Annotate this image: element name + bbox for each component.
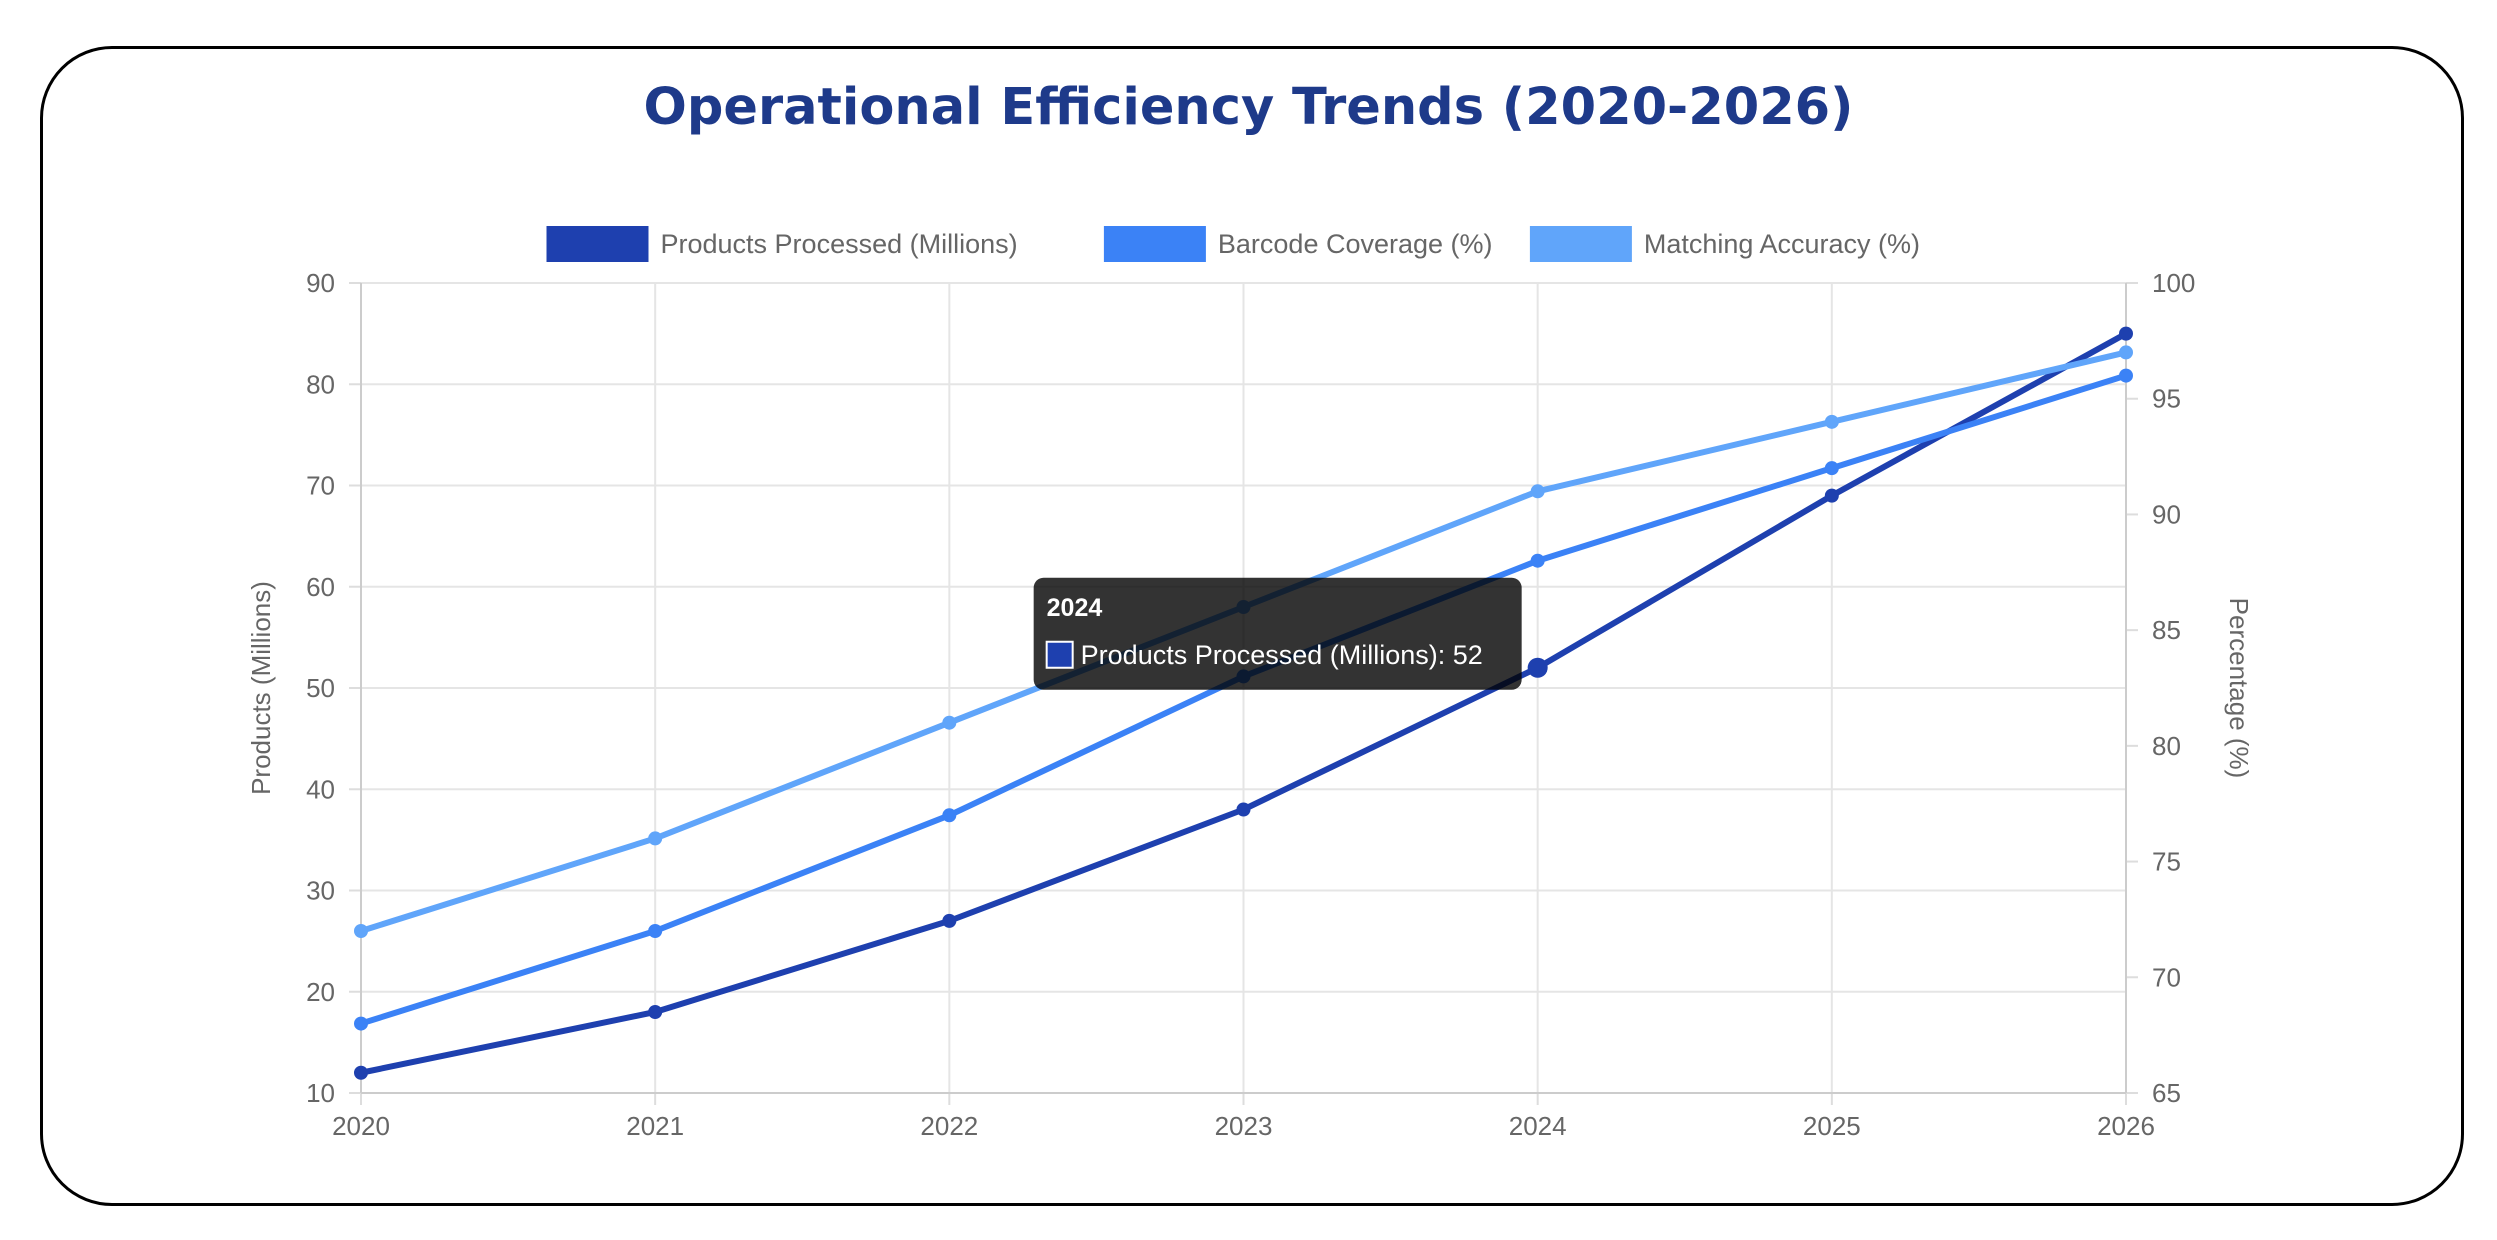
left-tick-label: 30 xyxy=(306,876,335,906)
legend-swatch xyxy=(1529,226,1632,262)
data-point xyxy=(648,831,663,846)
tooltip: 2024 Products Processed (Millions): 52 xyxy=(1033,577,1522,690)
legend-item[interactable]: Matching Accuracy (%) xyxy=(1529,226,1920,262)
legend-label: Products Processed (Millions) xyxy=(661,229,1018,259)
data-point xyxy=(2119,345,2133,360)
left-tick-label: 90 xyxy=(306,268,335,298)
data-point xyxy=(942,913,957,928)
x-tick-label: 2026 xyxy=(2097,1111,2155,1141)
tooltip-title: 2024 xyxy=(1047,594,1103,622)
x-tick-label: 2024 xyxy=(1509,1111,1567,1141)
x-tick-label: 2022 xyxy=(920,1111,978,1141)
tooltip-box xyxy=(1033,577,1522,690)
tooltip-body: Products Processed (Millions): 52 xyxy=(1081,640,1483,670)
left-tick-label: 80 xyxy=(306,369,335,399)
right-tick-label: 80 xyxy=(2152,731,2181,761)
data-point xyxy=(354,924,368,938)
data-point xyxy=(1236,802,1251,817)
data-point xyxy=(2119,326,2133,341)
data-point xyxy=(942,715,957,730)
data-point xyxy=(354,1016,368,1031)
legend-swatch xyxy=(1103,226,1206,262)
data-point xyxy=(942,808,957,823)
legend[interactable]: Products Processed (Millions) Barcode Cov… xyxy=(546,226,1920,262)
left-tick-label: 70 xyxy=(306,471,335,501)
data-point xyxy=(1530,553,1545,568)
tooltip-swatch xyxy=(1045,640,1074,669)
legend-item[interactable]: Barcode Coverage (%) xyxy=(1103,226,1493,262)
data-point xyxy=(1824,488,1839,503)
legend-label: Matching Accuracy (%) xyxy=(1644,229,1920,259)
y-axis-title: Products (Millions) xyxy=(246,581,276,795)
data-point xyxy=(354,1065,368,1080)
right-tick-label: 85 xyxy=(2152,615,2181,645)
legend-label: Barcode Coverage (%) xyxy=(1218,229,1493,259)
left-tick-label: 50 xyxy=(306,673,335,703)
left-tick-label: 20 xyxy=(306,977,335,1007)
data-point xyxy=(2119,368,2133,383)
data-point xyxy=(1530,484,1545,499)
left-tick-label: 40 xyxy=(306,774,335,804)
right-tick-label: 65 xyxy=(2152,1078,2181,1108)
data-point xyxy=(1527,657,1548,678)
y2-axis-title: Percentage (%) xyxy=(2224,598,2254,779)
right-tick-label: 95 xyxy=(2152,384,2181,414)
data-point xyxy=(1824,414,1839,429)
left-tick-label: 60 xyxy=(306,572,335,602)
x-tick-label: 2023 xyxy=(1215,1111,1273,1141)
right-tick-label: 75 xyxy=(2152,847,2181,877)
right-tick-label: 90 xyxy=(2152,499,2181,529)
right-tick-label: 100 xyxy=(2152,268,2195,298)
legend-swatch xyxy=(546,226,649,262)
right-tick-label: 70 xyxy=(2152,962,2181,992)
chart-title: Operational Efficiency Trends (2020-2026… xyxy=(643,78,1854,137)
left-tick-label: 10 xyxy=(306,1078,335,1108)
data-point xyxy=(648,924,663,938)
legend-item[interactable]: Products Processed (Millions) xyxy=(546,226,1018,262)
data-point xyxy=(648,1005,663,1019)
x-tick-label: 2021 xyxy=(626,1111,684,1141)
data-point xyxy=(1824,461,1839,476)
x-tick-label: 2020 xyxy=(332,1111,390,1141)
x-tick-label: 2025 xyxy=(1803,1111,1861,1141)
